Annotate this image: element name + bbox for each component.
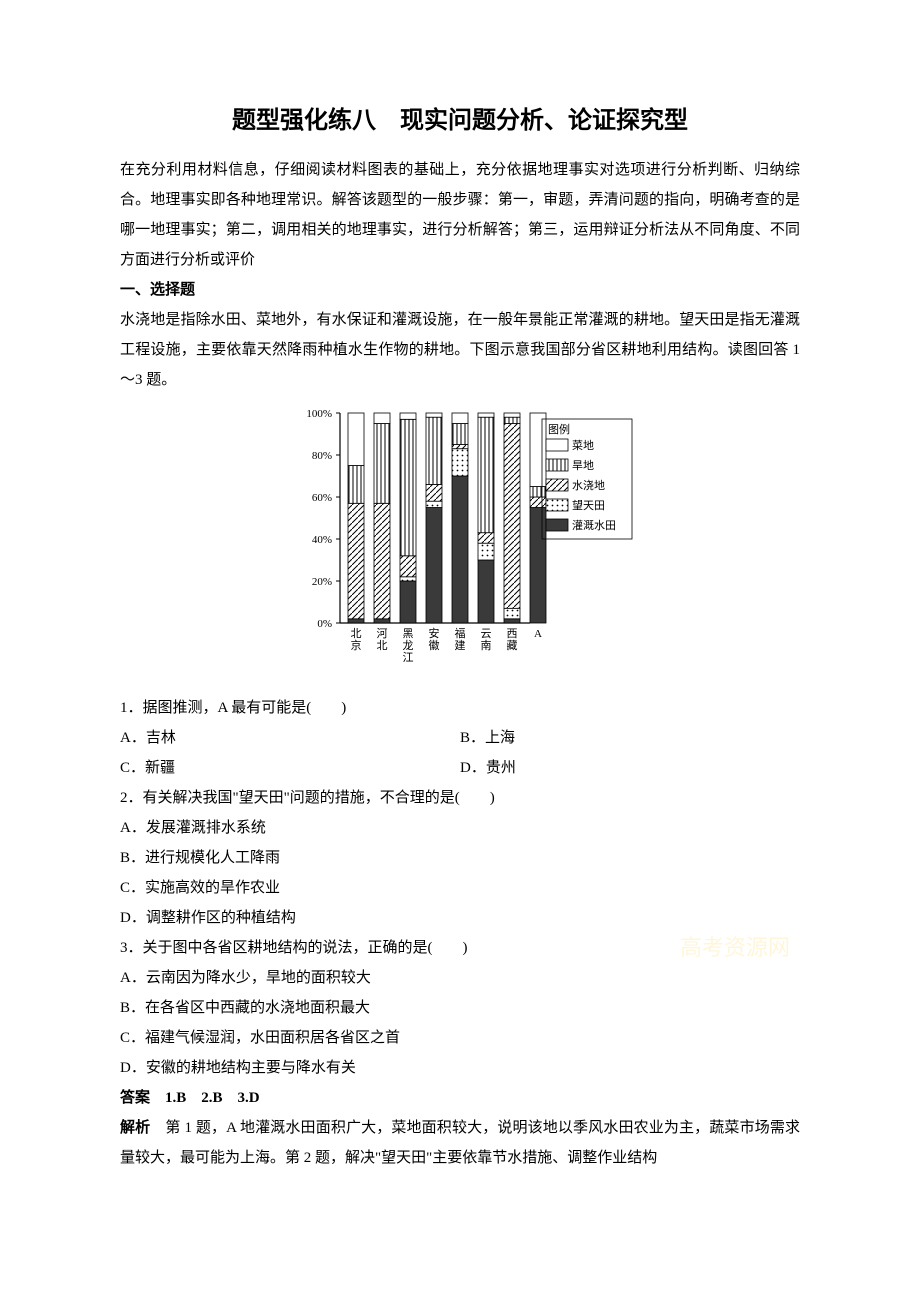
svg-text:河: 河 bbox=[377, 627, 388, 640]
svg-text:菜地: 菜地 bbox=[572, 439, 594, 452]
svg-text:北: 北 bbox=[377, 639, 388, 652]
svg-text:A: A bbox=[534, 628, 542, 640]
svg-text:0%: 0% bbox=[317, 618, 332, 630]
passage-text: 水浇地是指除水田、菜地外，有水保证和灌溉设施，在一般年景能正常灌溉的耕地。望天田… bbox=[120, 305, 800, 395]
stacked-bar-chart: 0%20%40%60%80%100%北京河北黑龙江安徽福建云南西藏A图例菜地旱地… bbox=[280, 403, 640, 683]
section-heading: 一、选择题 bbox=[120, 275, 800, 305]
q2-option-a: A．发展灌溉排水系统 bbox=[120, 813, 800, 843]
svg-text:60%: 60% bbox=[312, 492, 332, 504]
q1-stem: 1．据图推测，A 最有可能是( ) bbox=[120, 693, 800, 723]
q3-option-a: A．云南因为降水少，旱地的面积较大 bbox=[120, 963, 800, 993]
svg-text:安: 安 bbox=[429, 626, 440, 640]
q1-option-b: B．上海 bbox=[460, 723, 800, 753]
svg-text:徽: 徽 bbox=[429, 638, 440, 652]
answers-text: 答案 1.B 2.B 3.D bbox=[120, 1090, 260, 1106]
svg-text:云: 云 bbox=[481, 628, 492, 640]
svg-text:龙: 龙 bbox=[403, 639, 414, 652]
q2-option-c: C．实施高效的旱作农业 bbox=[120, 873, 800, 903]
explain-label: 解析 bbox=[120, 1120, 150, 1136]
q1-option-c: C．新疆 bbox=[120, 753, 460, 783]
svg-text:黑: 黑 bbox=[403, 627, 414, 640]
svg-text:80%: 80% bbox=[312, 450, 332, 462]
svg-text:望天田: 望天田 bbox=[572, 499, 605, 512]
explain-paragraph: 解析 第 1 题，A 地灌溉水田面积广大，菜地面积较大，说明该地以季风水田农业为… bbox=[120, 1113, 800, 1173]
svg-text:建: 建 bbox=[455, 638, 466, 652]
q2-option-b: B．进行规模化人工降雨 bbox=[120, 843, 800, 873]
svg-text:福: 福 bbox=[455, 626, 466, 640]
q2-option-d: D．调整耕作区的种植结构 bbox=[120, 903, 800, 933]
q3-option-b: B．在各省区中西藏的水浇地面积最大 bbox=[120, 993, 800, 1023]
svg-text:藏: 藏 bbox=[507, 639, 518, 652]
svg-text:水浇地: 水浇地 bbox=[572, 479, 605, 492]
answers-line: 答案 1.B 2.B 3.D bbox=[120, 1083, 800, 1113]
q2-stem: 2．有关解决我国"望天田"问题的措施，不合理的是( ) bbox=[120, 783, 800, 813]
svg-text:灌溉水田: 灌溉水田 bbox=[572, 519, 616, 532]
explain-text: 第 1 题，A 地灌溉水田面积广大，菜地面积较大，说明该地以季风水田农业为主，蔬… bbox=[120, 1120, 800, 1166]
svg-text:图例: 图例 bbox=[548, 422, 570, 436]
svg-text:西: 西 bbox=[507, 628, 518, 640]
svg-text:20%: 20% bbox=[312, 576, 332, 588]
svg-text:江: 江 bbox=[403, 651, 414, 664]
q3-option-d: D．安徽的耕地结构主要与降水有关 bbox=[120, 1053, 800, 1083]
svg-text:100%: 100% bbox=[306, 408, 332, 420]
svg-text:北: 北 bbox=[351, 627, 362, 640]
q1-option-d: D．贵州 bbox=[460, 753, 800, 783]
q1-options-row2: C．新疆 D．贵州 bbox=[120, 753, 800, 783]
svg-text:京: 京 bbox=[351, 638, 362, 652]
q3-option-c: C．福建气候湿润，水田面积居各省区之首 bbox=[120, 1023, 800, 1053]
svg-text:40%: 40% bbox=[312, 534, 332, 546]
q3-stem: 3．关于图中各省区耕地结构的说法，正确的是( ) bbox=[120, 933, 800, 963]
page-title: 题型强化练八 现实问题分析、论证探究型 bbox=[120, 100, 800, 135]
chart-container: 0%20%40%60%80%100%北京河北黑龙江安徽福建云南西藏A图例菜地旱地… bbox=[120, 403, 800, 683]
q1-options-row1: A．吉林 B．上海 bbox=[120, 723, 800, 753]
q1-option-a: A．吉林 bbox=[120, 723, 460, 753]
svg-text:旱地: 旱地 bbox=[572, 459, 594, 472]
intro-paragraph: 在充分利用材料信息，仔细阅读材料图表的基础上，充分依据地理事实对选项进行分析判断… bbox=[120, 155, 800, 275]
svg-text:南: 南 bbox=[481, 639, 492, 652]
